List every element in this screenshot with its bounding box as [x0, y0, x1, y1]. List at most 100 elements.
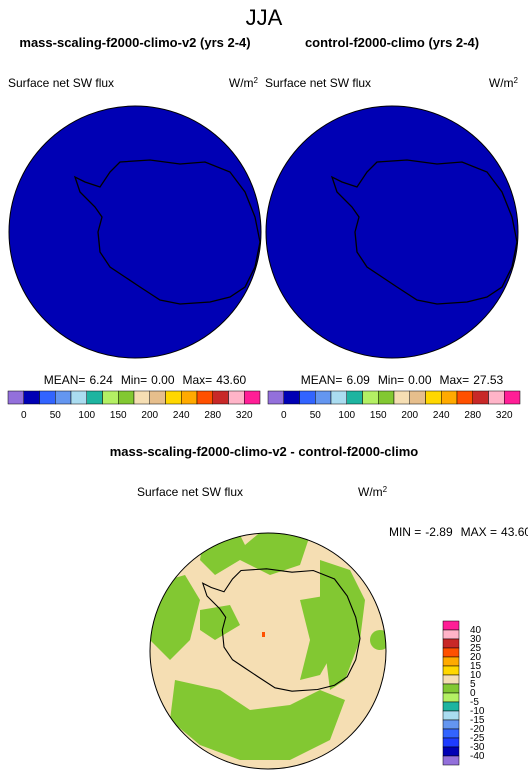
stat-label: MIN = — [389, 525, 421, 539]
colorbar-box — [149, 390, 166, 405]
colorbar-box — [267, 390, 284, 405]
colorbar-box — [442, 674, 460, 685]
units: W/m2 — [489, 76, 519, 91]
panel-title: mass-scaling-f2000-climo-v2 (yrs 2-4) — [19, 35, 250, 50]
colorbar-label: 25 — [470, 643, 482, 654]
stats: MEAN= 6.24 Min= 0.00 Max= 43.60 — [44, 373, 247, 387]
colorbar-label: 30 — [470, 634, 482, 645]
colorbar-label: 0 — [470, 688, 476, 699]
colorbar-label: 280 — [464, 410, 481, 421]
colorbar-label: 320 — [236, 410, 253, 421]
colorbar-label: 200 — [401, 410, 418, 421]
colorbar-label: 150 — [370, 410, 387, 421]
colorbar-label: 50 — [310, 410, 322, 421]
colorbar-box — [55, 390, 72, 405]
colorbar-box — [70, 390, 87, 405]
units: W/m2 — [229, 76, 259, 91]
colorbar-box — [378, 390, 395, 405]
stat-value: 43.60 — [501, 525, 528, 539]
colorbar-box — [315, 390, 332, 405]
colorbar-box — [442, 692, 460, 703]
colorbar-box — [330, 390, 347, 405]
colorbar-label: 320 — [496, 410, 513, 421]
colorbar-label: 200 — [141, 410, 158, 421]
stat-label: MAX = — [461, 525, 497, 539]
stats: MIN = -2.89 MAX = 43.60 — [389, 525, 528, 539]
stat-value: 6.09 — [346, 373, 370, 387]
colorbar-box — [244, 390, 261, 405]
stat-label: Max= — [440, 373, 470, 387]
map-left — [8, 105, 262, 359]
colorbar-box — [442, 647, 460, 658]
colorbar-box — [442, 656, 460, 667]
colorbar-label: 50 — [50, 410, 62, 421]
colorbar-box — [442, 737, 460, 748]
stat-label: MEAN= — [44, 373, 86, 387]
units-text: W/m — [229, 76, 254, 90]
colorbar-box — [442, 746, 460, 757]
colorbar-label: 150 — [110, 410, 127, 421]
colorbar-box — [442, 620, 460, 631]
colorbar-box — [442, 755, 460, 766]
colorbar-label: -5 — [470, 697, 479, 708]
colorbar-box — [102, 390, 119, 405]
map-right — [265, 105, 519, 359]
panel-subtitle: Surface net SW flux — [8, 76, 114, 90]
colorbar-box — [39, 390, 56, 405]
colorbar-box — [86, 390, 103, 405]
colorbar-label: 100 — [338, 410, 355, 421]
colorbar-box — [393, 390, 410, 405]
stat-value: 27.53 — [473, 373, 503, 387]
colorbar-box — [442, 728, 460, 739]
colorbar-label: 0 — [21, 410, 27, 421]
colorbar-box — [346, 390, 363, 405]
diff-subtitle: Surface net SW flux — [137, 485, 243, 499]
colorbar-box — [165, 390, 182, 405]
stats: MEAN= 6.09 Min= 0.00 Max= 27.53 — [301, 373, 504, 387]
units-sup: 2 — [254, 76, 259, 85]
stat-value: 0.00 — [408, 373, 432, 387]
colorbar-label: 280 — [204, 410, 221, 421]
stat-value: -2.89 — [425, 525, 453, 539]
colorbar-label: 20 — [470, 652, 482, 663]
colorbar-box — [212, 390, 229, 405]
colorbar-label: 5 — [470, 679, 476, 690]
panel-title: control-f2000-climo (yrs 2-4) — [305, 35, 479, 50]
colorbar-box — [7, 390, 24, 405]
colorbar-box — [442, 683, 460, 694]
colorbar-label: 0 — [281, 410, 287, 421]
colorbar-label: -15 — [470, 715, 485, 726]
stat-label: MEAN= — [301, 373, 343, 387]
colorbar-box — [442, 638, 460, 649]
colorbar-label: -10 — [470, 706, 485, 717]
colorbar-label: 40 — [470, 625, 482, 636]
colorbar-label: -25 — [470, 733, 485, 744]
colorbar-box — [181, 390, 198, 405]
stat-label: Min= — [378, 373, 404, 387]
colorbar-label: 240 — [173, 410, 190, 421]
colorbar-box — [118, 390, 135, 405]
colorbar-box — [472, 390, 489, 405]
colorbar-box — [456, 390, 473, 405]
colorbar-box — [283, 390, 300, 405]
colorbar-box — [442, 719, 460, 730]
figure-title: JJA — [246, 5, 283, 30]
colorbar-box — [442, 629, 460, 640]
colorbar-label: 10 — [470, 670, 482, 681]
colorbar-box — [133, 390, 150, 405]
units-text: W/m — [489, 76, 514, 90]
colorbar-label: -20 — [470, 724, 485, 735]
colorbar-box — [425, 390, 442, 405]
units: W/m2 — [358, 485, 388, 500]
diff-spot — [262, 632, 265, 637]
units-sup: 2 — [514, 76, 519, 85]
diff-title: mass-scaling-f2000-climo-v2 - control-f2… — [110, 444, 419, 459]
colorbar-label: -30 — [470, 742, 485, 753]
stat-value: 43.60 — [216, 373, 246, 387]
colorbar-box — [362, 390, 379, 405]
colorbar-box — [442, 665, 460, 676]
colorbar-box — [504, 390, 521, 405]
units-sup: 2 — [383, 485, 388, 494]
colorbar-box — [196, 390, 213, 405]
panel-subtitle: Surface net SW flux — [265, 76, 371, 90]
